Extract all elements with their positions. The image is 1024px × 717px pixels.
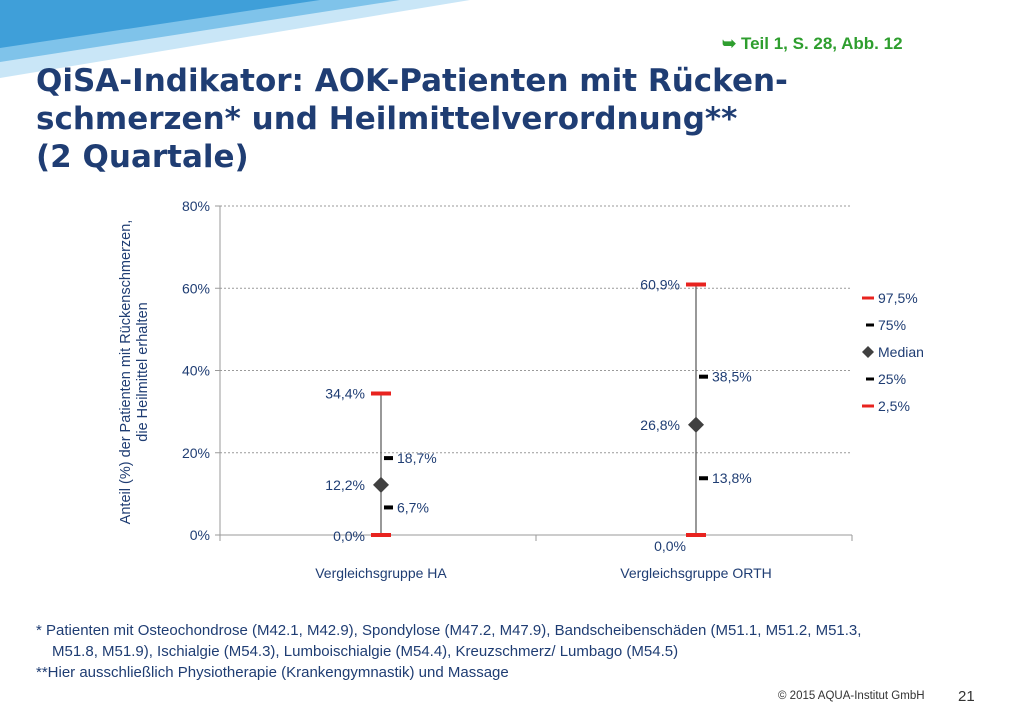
- legend-label: 2,5%: [878, 398, 910, 414]
- data-label-p2-5: 0,0%: [654, 538, 686, 554]
- data-label-p75: 38,5%: [712, 369, 752, 385]
- title-line-3: (2 Quartale): [36, 139, 249, 175]
- legend-label: 75%: [878, 317, 906, 333]
- legend-label: 97,5%: [878, 290, 918, 306]
- legend-label: 25%: [878, 371, 906, 387]
- data-label-p975: 34,4%: [325, 386, 365, 402]
- data-label-p75: 18,7%: [397, 450, 437, 466]
- footnotes: * Patienten mit Osteochondrose (M42.1, M…: [36, 620, 861, 683]
- data-label-p975: 60,9%: [640, 277, 680, 293]
- marker-median: [373, 476, 389, 493]
- title-line-2: schmerzen* und Heilmittelverordnung**: [36, 101, 738, 137]
- x-tick-label: Vergleichsgruppe HA: [315, 565, 447, 581]
- page-number: 21: [958, 688, 975, 705]
- y-tick-label: 0%: [190, 527, 210, 543]
- y-axis-label-line-1: Anteil (%) der Patienten mit Rückenschme…: [118, 220, 134, 525]
- title-line-1: QiSA-Indikator: AOK-Patienten mit Rücken…: [36, 63, 788, 99]
- footnote-2: **Hier ausschließlich Physiotherapie (Kr…: [36, 664, 509, 681]
- footnote-1-continued: M51.8, M51.9), Ischialgie (M54.3), Lumbo…: [52, 643, 679, 660]
- data-label-median: 26,8%: [640, 417, 680, 433]
- marker-median: [688, 416, 704, 433]
- data-label-p2-5: 0,0%: [333, 528, 365, 544]
- legend-marker-median: [862, 346, 874, 358]
- y-tick-label: 40%: [182, 363, 210, 379]
- data-label-p25: 13,8%: [712, 470, 752, 486]
- y-tick-label: 80%: [182, 198, 210, 214]
- data-label-median: 12,2%: [325, 477, 365, 493]
- y-tick-label: 20%: [182, 445, 210, 461]
- legend-label: Median: [878, 344, 924, 360]
- data-label-p25: 6,7%: [397, 499, 429, 515]
- y-axis-label: Anteil (%) der Patienten mit Rückenschme…: [118, 220, 151, 525]
- copyright: © 2015 AQUA-Institut GmbH: [778, 690, 925, 702]
- slide-reference: ➥ Teil 1, S. 28, Abb. 12: [722, 34, 903, 53]
- y-tick-label: 60%: [182, 280, 210, 296]
- slide-title: QiSA-Indikator: AOK-Patienten mit Rücken…: [36, 62, 936, 176]
- x-tick-label: Vergleichsgruppe ORTH: [620, 565, 771, 581]
- y-axis-label-line-2: die Heilmittel erhalten: [135, 302, 151, 441]
- footnote-1: * Patienten mit Osteochondrose (M42.1, M…: [36, 622, 862, 639]
- header-banner: [0, 0, 470, 78]
